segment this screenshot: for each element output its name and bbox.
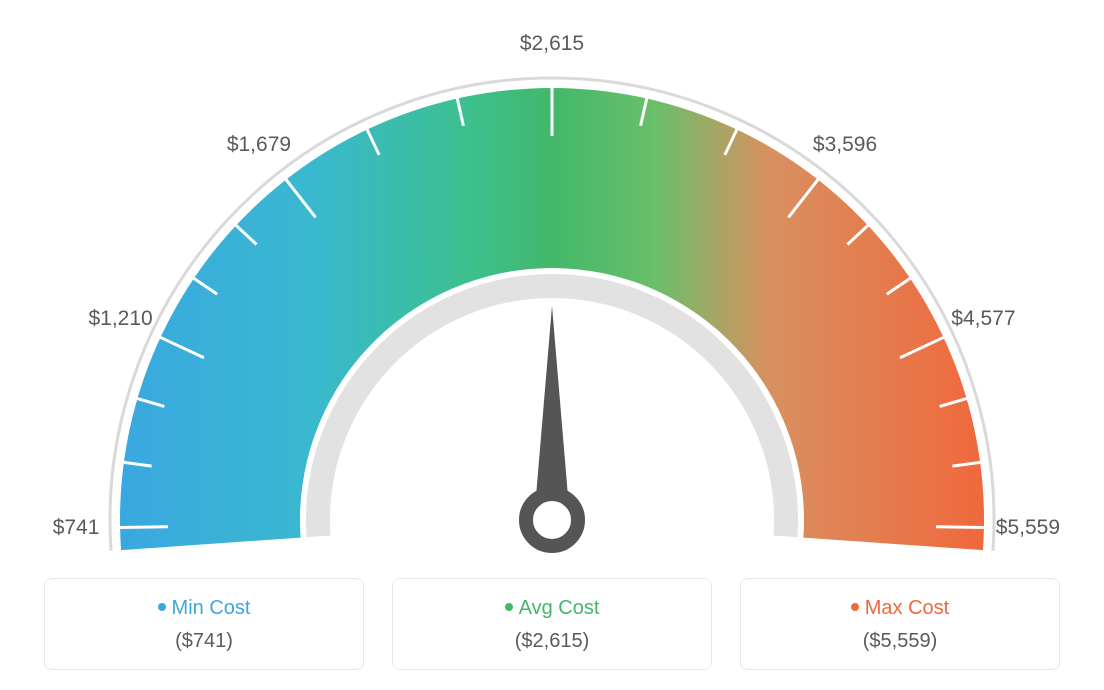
- legend-avg-label: Avg Cost: [519, 597, 600, 619]
- legend-max-label: Max Cost: [865, 597, 949, 619]
- legend-max-card: Max Cost ($5,559): [740, 578, 1060, 670]
- gauge-tick-label: $741: [53, 516, 100, 540]
- gauge-tick-label: $4,577: [951, 307, 1015, 331]
- legend-min-card: Min Cost ($741): [44, 578, 364, 670]
- legend-max-title: Max Cost: [751, 597, 1049, 620]
- legend-row: Min Cost ($741) Avg Cost ($2,615) Max Co…: [0, 578, 1104, 670]
- gauge-tick-label: $5,559: [996, 516, 1060, 540]
- dot-icon: [851, 603, 859, 611]
- gauge-svg: [0, 0, 1104, 560]
- legend-max-value: ($5,559): [751, 630, 1049, 653]
- legend-min-value: ($741): [55, 630, 353, 653]
- gauge-tick-label: $3,596: [813, 133, 877, 157]
- legend-avg-card: Avg Cost ($2,615): [392, 578, 712, 670]
- gauge-tick-label: $2,615: [520, 32, 584, 56]
- legend-min-title: Min Cost: [55, 597, 353, 620]
- dot-icon: [505, 603, 513, 611]
- gauge-tick-label: $1,679: [227, 133, 291, 157]
- legend-avg-title: Avg Cost: [403, 597, 701, 620]
- legend-min-label: Min Cost: [172, 597, 251, 619]
- legend-avg-value: ($2,615): [403, 630, 701, 653]
- gauge-tick-label: $1,210: [88, 307, 152, 331]
- cost-gauge-chart: $741 $1,210 $1,679 $2,615 $3,596 $4,577 $5,559: [0, 0, 1104, 560]
- dot-icon: [158, 603, 166, 611]
